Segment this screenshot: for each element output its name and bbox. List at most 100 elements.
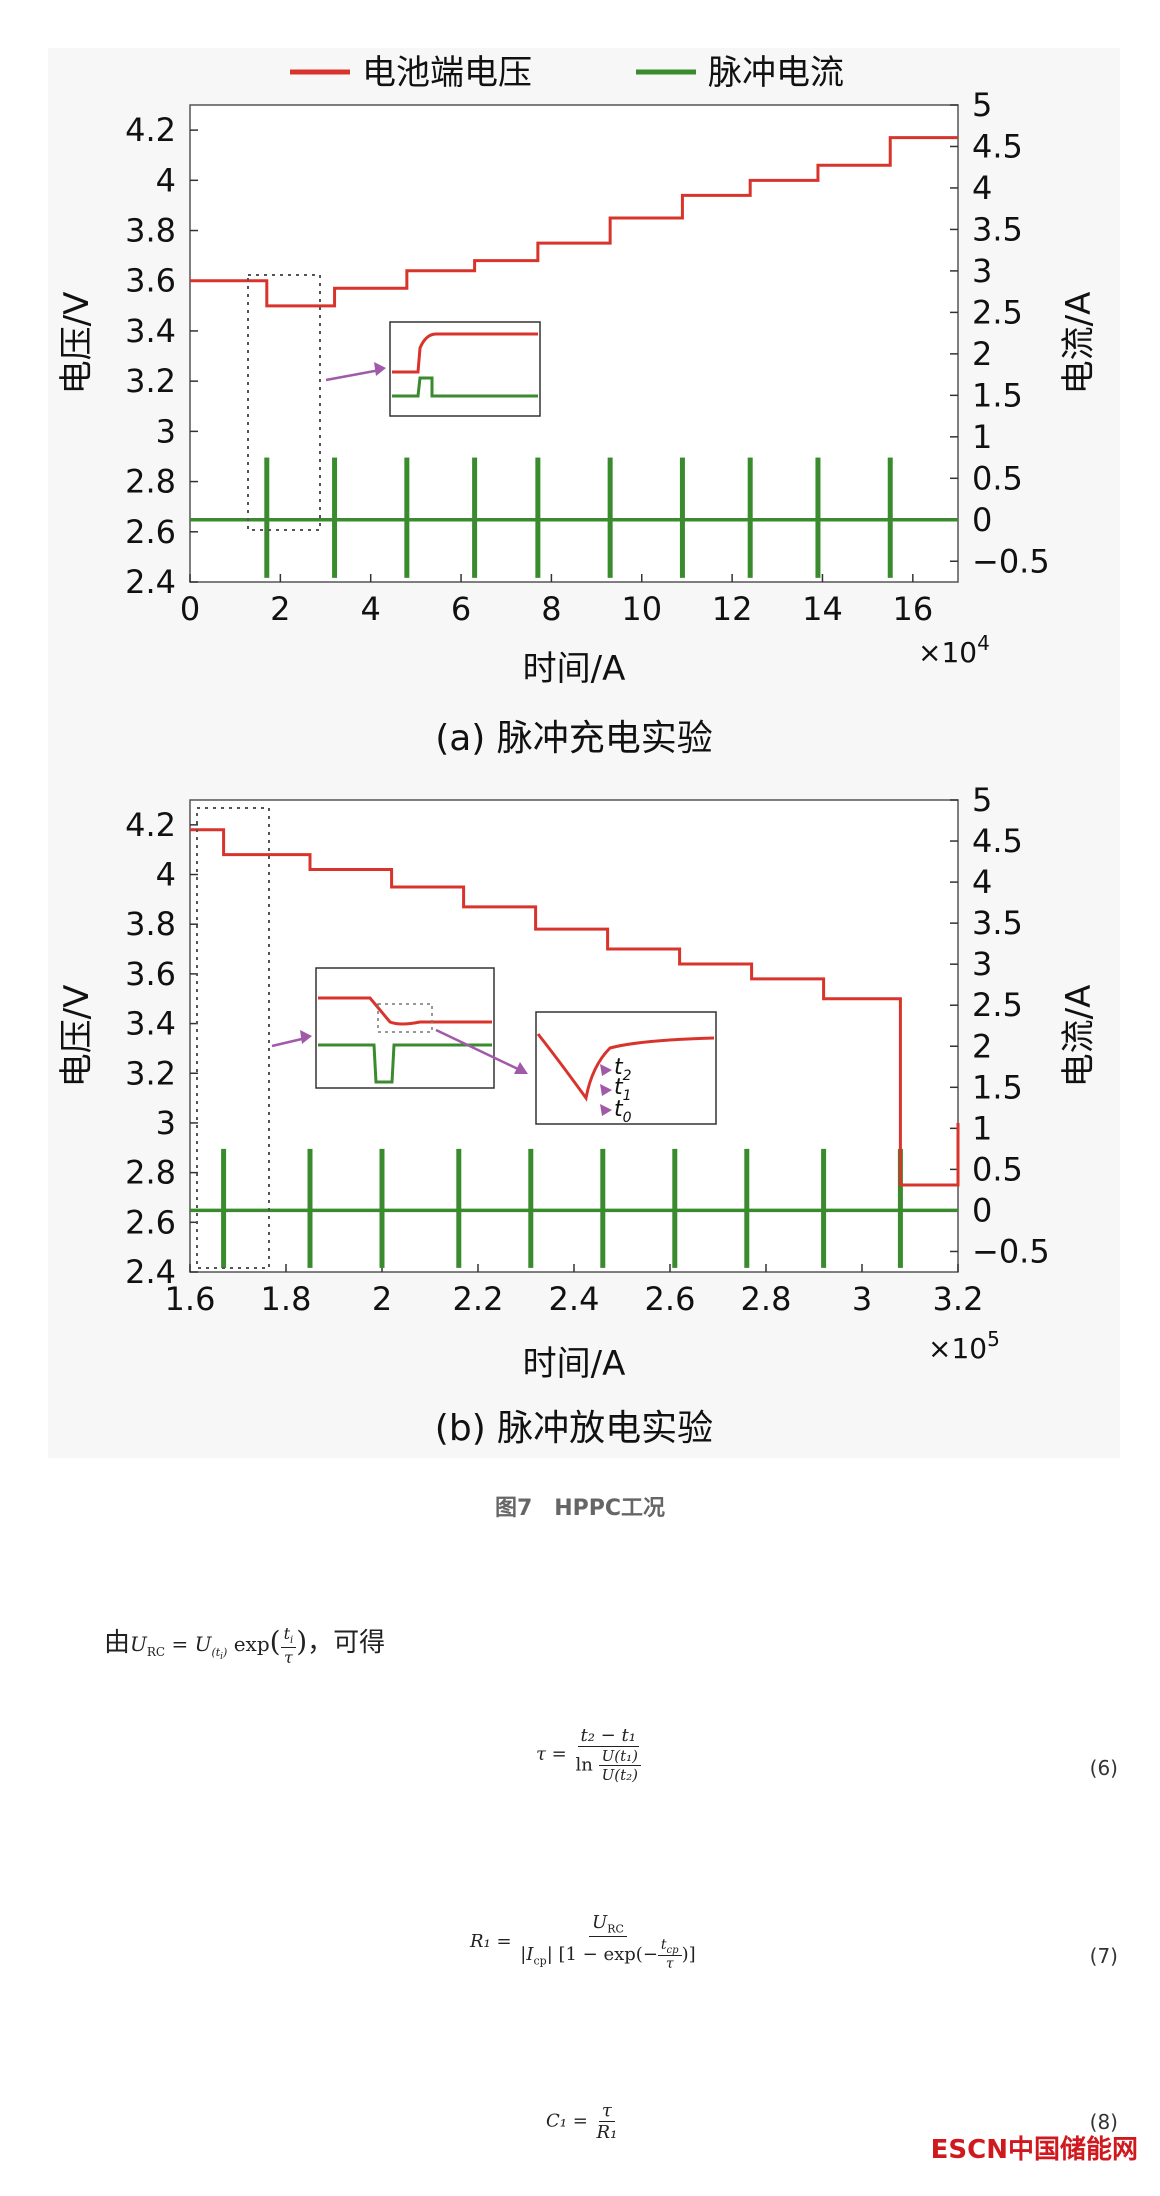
chart-a-current-pulse: [607, 457, 613, 578]
chart-a-xtick-label: 10: [621, 590, 662, 628]
chart-a-inset: [247, 274, 541, 531]
chart-b-ytick-right-label: 1: [972, 1109, 992, 1147]
chart-a-subtitle: (a) 脉冲充电实验: [435, 718, 713, 759]
equation-6: τ = t₂ − t₁ ln U(t₁) U(t₂): [536, 1725, 644, 1784]
t0-label: t0: [614, 1097, 632, 1126]
chart-b-inset1-current-line: [318, 1043, 492, 1084]
chart-b-current-pulse: [744, 1148, 750, 1268]
chart-a-inset-frame: [389, 321, 541, 417]
chart-a-ytick-right-label: 3: [972, 252, 992, 290]
chart-b-inset1-frame: [315, 967, 495, 1089]
chart-b-ytick-label: 3.4: [125, 1005, 176, 1043]
chart-a-current-pulse: [535, 457, 541, 578]
chart-a-voltage-line: [190, 136, 958, 308]
chart-a-x-multiplier: ×104: [918, 631, 990, 669]
chart-a-ytick-label: 3.8: [125, 212, 176, 250]
chart-a-xtick-label: 4: [361, 590, 381, 628]
chart-a-inset-arrow: [325, 368, 381, 382]
chart-a-current-pulse: [264, 457, 270, 578]
chart-a-current-pulse: [404, 457, 410, 578]
chart-a-xtick-label: 14: [802, 590, 843, 628]
chart-b-xtick-label: 2.6: [645, 1280, 696, 1318]
chart-a-ytick-right-label: 1: [972, 418, 992, 456]
chart-b-current-pulse: [379, 1148, 385, 1268]
chart-a-ylabel-right: 电流/A: [1059, 292, 1099, 395]
chart-a-ytick-right-label: 3.5: [972, 210, 1023, 248]
t1-label: t1: [614, 1075, 632, 1104]
chart-b-zoom-box: [196, 807, 270, 1269]
chart-b-xlabel: 时间/A: [523, 1344, 626, 1384]
t2-label: t2: [614, 1055, 632, 1084]
equation-8: C₁ = τ R₁: [546, 2100, 618, 2143]
chart-a-marks: 0 2 4 6 8 10 12 14 162.42.62.833.23.43.63.844.2−…: [125, 86, 1050, 628]
chart-a-ytick-label: 2.8: [125, 463, 176, 501]
chart-a-ytick-right-label: 4.5: [972, 127, 1023, 165]
chart-b-current-pulse: [528, 1148, 534, 1268]
chart-b-inset2-frame: [535, 1011, 717, 1125]
chart-b-xtick-label: 2: [372, 1280, 392, 1318]
chart-a-current-pulse: [472, 457, 478, 578]
chart-b-current-pulse: [672, 1148, 678, 1268]
chart-b-ytick-right-label: −0.5: [972, 1232, 1050, 1270]
chart-a-ytick-label: 2.4: [125, 563, 176, 601]
chart-b-x-multiplier: ×105: [928, 1327, 1000, 1365]
chart-b-ytick-right-label: 3.5: [972, 904, 1023, 942]
chart-a-charging: 0 2 4 6 8 10 12 14 162.42.62.833.23.43.63.844.2−…: [57, 86, 1099, 759]
chart-b-inset1-arrowhead: [300, 1030, 312, 1044]
chart-b-ytick-right-label: 2: [972, 1027, 992, 1065]
t1-arrowhead: [600, 1084, 612, 1096]
chart-a-ytick-label: 3: [156, 412, 176, 450]
chart-b-inset: t2 t1 t0: [196, 807, 717, 1269]
intro-formula: URC = U(ti) exp(ti τ): [130, 1624, 308, 1667]
chart-b-ylabel: 电压/V: [57, 985, 97, 1088]
chart-b-ytick-label: 4: [156, 856, 176, 894]
chart-b-ytick-right-label: 0: [972, 1191, 992, 1229]
chart-b-ytick-right-label: 3: [972, 945, 992, 983]
chart-b-voltage-line: [190, 828, 960, 1187]
chart-b-xtick-label: 2.4: [549, 1280, 600, 1318]
chart-a-xtick-label: 2: [270, 590, 290, 628]
chart-a-ytick-right-label: 0.5: [972, 459, 1023, 497]
chart-a-ytick-label: 2.6: [125, 513, 176, 551]
chart-b-discharging: 1.6 1.8 2 2.2 2.4 2.6 2.8 3 3.2 2.4 2.6 2.8 3 3.2 3.4 3…: [57, 781, 1099, 1449]
legend: 电池端电压 脉冲电流: [290, 53, 844, 93]
chart-b-ytick-label: 3.2: [125, 1054, 176, 1092]
chart-b-marks: 1.6 1.8 2 2.2 2.4 2.6 2.8 3 3.2 2.4 2.6 2.8 3 3.2 3.4 3…: [125, 781, 1050, 1318]
chart-b-ytick-label: 3.6: [125, 955, 176, 993]
chart-a-xlabel: 时间/A: [523, 649, 626, 689]
figure-caption: 图7 HPPC工况: [494, 1496, 666, 1521]
chart-a-ytick-right-label: 2: [972, 335, 992, 373]
chart-a-zoom-box: [247, 274, 321, 531]
chart-a-ytick-label: 3.2: [125, 362, 176, 400]
equation-6-number: (6): [1089, 1756, 1118, 1780]
chart-b-ylabel-right: 电流/A: [1059, 985, 1099, 1088]
intro-paragraph: 由URC = U(ti) exp(ti τ)，可得: [104, 1622, 386, 1667]
chart-b-ytick-label: 2.4: [125, 1253, 176, 1291]
chart-b-xtick-label: 2.8: [741, 1280, 792, 1318]
intro-suffix: ，可得: [307, 1628, 386, 1658]
chart-a-ytick-label: 3.6: [125, 262, 176, 300]
legend-current-label: 脉冲电流: [708, 53, 844, 93]
chart-a-current-pulse: [679, 457, 685, 578]
chart-a-inset-voltage-line: [392, 332, 538, 374]
chart-b-xtick-label: 2.2: [453, 1280, 504, 1318]
chart-a-ytick-label: 4: [156, 161, 176, 199]
legend-voltage-label: 电池端电压: [362, 53, 532, 93]
chart-b-xtick-label: 3: [852, 1280, 872, 1318]
chart-b-current-pulse: [897, 1148, 903, 1268]
chart-b-ytick-right-label: 4: [972, 863, 992, 901]
intro-prefix: 由: [104, 1628, 131, 1658]
equation-7: R₁ = URC |Icp| [1 − exp(− tcp τ)]: [470, 1912, 696, 1973]
chart-a-current-pulse: [887, 457, 893, 578]
chart-b-ytick-right-label: 5: [972, 781, 992, 819]
chart-b-ytick-right-label: 2.5: [972, 986, 1023, 1024]
chart-a-ytick-label: 3.4: [125, 312, 176, 350]
chart-a-ytick-right-label: −0.5: [972, 542, 1050, 580]
chart-b-ytick-label: 2.8: [125, 1154, 176, 1192]
chart-a-xtick-label: 0: [180, 590, 200, 628]
chart-b-xtick-label: 1.8: [261, 1280, 312, 1318]
chart-b-xtick-label: 1.6: [165, 1280, 216, 1318]
chart-a-xtick-label: 8: [541, 590, 561, 628]
chart-b-ytick-label: 2.6: [125, 1203, 176, 1241]
chart-a-ytick-right-label: 5: [972, 86, 992, 124]
